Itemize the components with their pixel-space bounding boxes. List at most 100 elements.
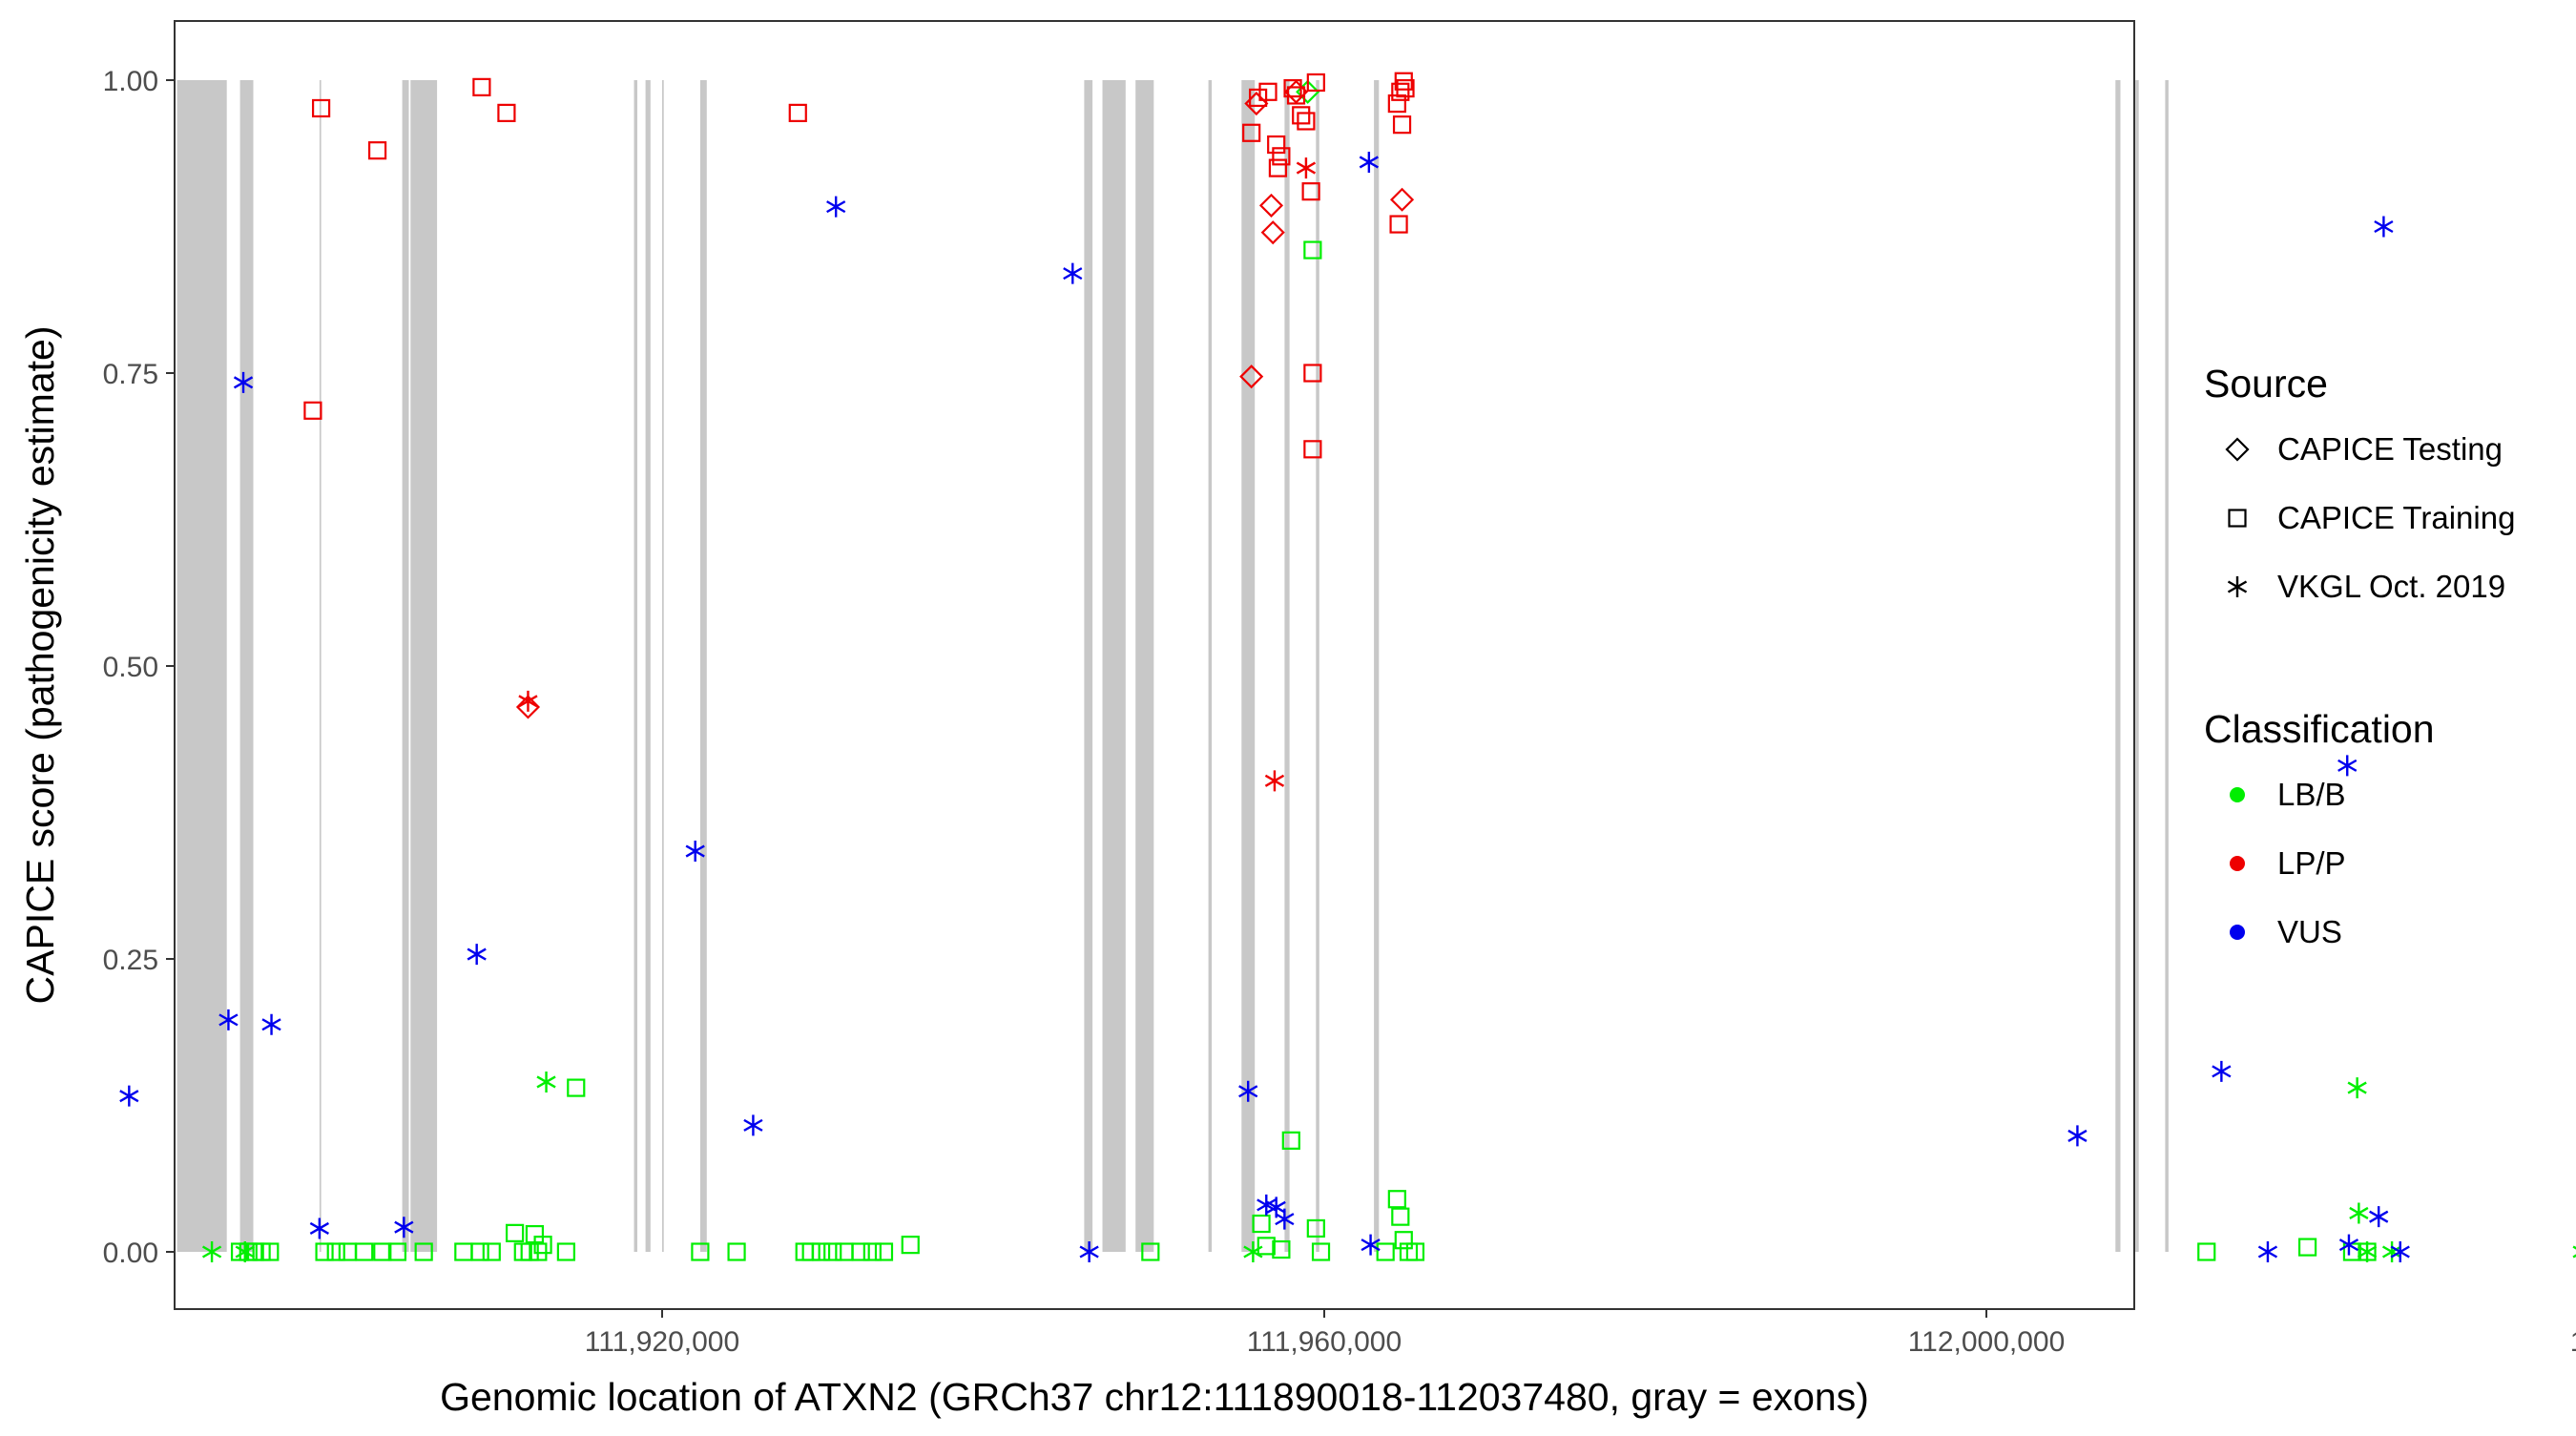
data-point — [1248, 88, 1268, 108]
data-point — [1252, 1214, 1271, 1234]
data-point — [1258, 193, 1284, 218]
data-point — [2347, 1077, 2367, 1099]
data-point — [414, 1242, 433, 1261]
x-tick-label: 111,920,000 — [585, 1326, 739, 1358]
data-point — [1394, 1231, 1413, 1250]
data-point — [743, 1114, 763, 1136]
y-tick-label: 0.75 — [103, 359, 158, 390]
data-point — [851, 1242, 870, 1261]
exon-bands — [177, 80, 2169, 1252]
data-point — [685, 841, 705, 863]
data-point — [727, 1242, 746, 1261]
data-point — [1389, 187, 1415, 212]
data-point — [260, 1242, 280, 1261]
data-point — [1387, 1190, 1406, 1209]
legend-source-item: CAPICE Training — [2228, 500, 2515, 535]
data-point — [1257, 1237, 1276, 1256]
exon-band — [1208, 80, 1213, 1252]
data-point — [1306, 1218, 1325, 1238]
data-point — [529, 1242, 548, 1261]
data-point — [567, 1078, 586, 1097]
data-point — [826, 196, 846, 218]
exon-band — [1374, 80, 1380, 1252]
legend-class-item: LP/P — [2230, 845, 2346, 881]
data-point — [2338, 1234, 2359, 1256]
data-point — [2197, 1242, 2216, 1261]
legend-class-title: Classification — [2204, 707, 2435, 751]
data-point — [515, 695, 541, 719]
data-point — [505, 1223, 525, 1242]
data-point — [801, 1242, 821, 1261]
data-point — [1306, 73, 1325, 93]
data-point — [1396, 78, 1415, 98]
data-point — [1281, 1131, 1300, 1150]
data-point — [1141, 1242, 1160, 1261]
exon-band — [1284, 80, 1290, 1252]
data-point — [233, 371, 254, 393]
data-point — [201, 1241, 222, 1262]
data-point — [533, 1236, 552, 1255]
data-point — [1303, 364, 1322, 383]
data-point — [1292, 106, 1311, 125]
data-point — [1361, 1234, 1381, 1256]
legend-source-item: CAPICE Testing — [2225, 431, 2503, 467]
data-point — [367, 141, 387, 160]
exon-band — [2135, 80, 2139, 1252]
legend-key-dot — [2230, 925, 2245, 940]
y-axis-title: CAPICE score (pathogenicity estimate) — [18, 326, 62, 1005]
exon-band — [1135, 80, 1154, 1252]
legend-label: CAPICE Training — [2277, 500, 2515, 535]
legend-key-dot — [2230, 856, 2245, 871]
data-point — [482, 1242, 501, 1261]
legend-label: LP/P — [2277, 845, 2346, 881]
x-tick-label: 112,000,000 — [1908, 1326, 2066, 1358]
data-point — [497, 103, 516, 122]
exon-band — [1241, 80, 1256, 1252]
data-point — [862, 1242, 882, 1261]
data-point — [470, 1242, 489, 1261]
data-point — [119, 1085, 139, 1107]
data-point — [326, 1242, 345, 1261]
data-point — [467, 944, 487, 966]
data-point — [1391, 1207, 1410, 1226]
data-point — [1359, 151, 1379, 173]
data-point — [1303, 440, 1322, 459]
data-point — [874, 1242, 894, 1261]
data-point — [1297, 112, 1316, 131]
y-tick-label: 0.50 — [103, 652, 158, 683]
data-point — [691, 1242, 710, 1261]
data-point — [1264, 770, 1285, 792]
data-point — [1244, 92, 1269, 116]
data-point — [2381, 1241, 2402, 1262]
data-point — [1275, 1208, 1295, 1230]
exon-band — [1084, 80, 1093, 1252]
data-point — [1272, 1239, 1291, 1259]
data-point — [2067, 1125, 2088, 1147]
exon-band — [1316, 80, 1319, 1252]
data-point — [387, 1242, 406, 1261]
data-point — [1260, 220, 1285, 245]
data-point — [1242, 123, 1261, 142]
data-point — [556, 1242, 575, 1261]
data-point — [901, 1236, 920, 1255]
data-point — [355, 1242, 374, 1261]
x-tick-label: 112,040,000 — [2570, 1326, 2576, 1358]
data-point — [2257, 1241, 2278, 1262]
data-point — [235, 1241, 255, 1262]
data-point — [2374, 216, 2394, 238]
data-point — [394, 1217, 414, 1238]
legend-label: VUS — [2277, 914, 2342, 949]
legend-key-asterisk — [2227, 576, 2248, 597]
data-point — [2369, 1206, 2389, 1228]
data-point — [1238, 1080, 1258, 1102]
data-point — [823, 1242, 842, 1261]
exon-band — [634, 80, 637, 1252]
legend-label: LB/B — [2277, 777, 2346, 812]
legend-key-dot — [2230, 787, 2245, 802]
data-point — [1376, 1242, 1395, 1261]
data-point — [1389, 215, 1408, 234]
legend: Source CAPICE Testing CAPICE Training VKGL … — [2204, 362, 2515, 949]
data-point — [472, 77, 491, 96]
legend-class-item: LB/B — [2230, 777, 2346, 812]
